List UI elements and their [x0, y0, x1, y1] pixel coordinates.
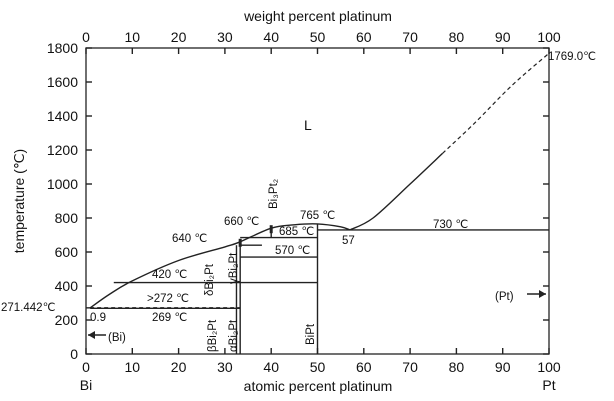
- y-tick-label: 1400: [47, 108, 78, 124]
- x-tick-label: 60: [356, 359, 372, 375]
- label-640: 640 ℃: [172, 233, 207, 245]
- y-tick-label: 400: [55, 278, 79, 294]
- x-tick-label: 40: [263, 359, 279, 375]
- phase-arrows: [88, 290, 546, 339]
- tick-marks: [85, 47, 550, 355]
- x-tick-label: 80: [449, 359, 465, 375]
- liquid-region-label: L: [304, 117, 312, 133]
- x-tick-labels: 0 10 20 30 40 50 60 70 80 90 100: [82, 359, 561, 375]
- pt-melting-label: 1769.0℃: [548, 51, 596, 63]
- bi-melting-label: 271.442℃: [1, 302, 56, 314]
- top-tick-label: 10: [125, 29, 141, 45]
- alpha-bi2pt-label: αBi₂Pt: [228, 319, 240, 352]
- pt-phase-label: (Pt): [495, 291, 514, 303]
- bipt-label: BiPt: [305, 323, 317, 345]
- gamma-bi2pt-label: γBi₂Pt: [228, 252, 240, 284]
- bi-phase-label: (Bi): [108, 332, 126, 344]
- top-axis-title: weight percent platinum: [243, 8, 392, 24]
- bi-phase-arrowhead: [88, 331, 95, 339]
- y-tick-label: 800: [55, 210, 79, 226]
- top-tick-label: 20: [171, 29, 187, 45]
- y-tick-label: 200: [55, 312, 79, 328]
- element-bi-label: Bi: [80, 377, 92, 393]
- bi3pt2-label: Bi₃Pt₂: [268, 179, 280, 209]
- x-tick-label: 90: [495, 359, 511, 375]
- y-tick-labels: 0 200 400 600 800 1000 1200 1400 1600 1800: [47, 40, 78, 362]
- y-tick-label: 600: [55, 244, 79, 260]
- label-420: 420 ℃: [152, 269, 187, 281]
- label-0-9: 0.9: [90, 312, 106, 324]
- x-tick-label: 100: [537, 359, 561, 375]
- top-tick-label: 80: [449, 29, 465, 45]
- element-pt-label: Pt: [542, 377, 555, 393]
- delta-bi2pt-label: δBi₂Pt: [204, 263, 216, 296]
- y-tick-label: 1800: [47, 40, 78, 56]
- label-730: 730 ℃: [433, 219, 468, 231]
- label-685: 685 ℃: [279, 226, 314, 238]
- y-axis-title: temperature (℃): [11, 149, 27, 253]
- pt-phase-arrowhead: [539, 290, 546, 298]
- liquidus-right-curve: [349, 152, 443, 231]
- x-tick-label: 0: [82, 359, 90, 375]
- top-tick-label: 40: [263, 29, 279, 45]
- beta-bi2pt-label: βBi₂Pt: [207, 319, 219, 352]
- label-57: 57: [342, 235, 355, 247]
- y-tick-label: 1200: [47, 142, 78, 158]
- y-tick-label: 0: [70, 346, 78, 362]
- top-tick-label: 60: [356, 29, 372, 45]
- label-765: 765 ℃: [300, 210, 335, 222]
- top-tick-label: 90: [495, 29, 511, 45]
- x-axis-title: atomic percent platinum: [244, 378, 393, 394]
- top-tick-label: 70: [402, 29, 418, 45]
- top-tick-labels: 0 10 20 30 40 50 60 70 80 90 100: [82, 29, 561, 45]
- top-tick-label: 0: [82, 29, 90, 45]
- label-660: 660 ℃: [224, 216, 259, 228]
- liquidus-dashed-curve: [442, 52, 550, 154]
- y-tick-label: 1000: [47, 176, 78, 192]
- x-tick-label: 30: [217, 359, 233, 375]
- label-272: >272 ℃: [147, 293, 189, 305]
- x-tick-label: 10: [125, 359, 141, 375]
- bi2pt-marker: [238, 238, 242, 247]
- top-tick-label: 100: [537, 29, 561, 45]
- phase-lines: [86, 223, 549, 354]
- top-tick-label: 50: [310, 29, 326, 45]
- label-570: 570 ℃: [275, 245, 310, 257]
- x-tick-label: 70: [402, 359, 418, 375]
- x-tick-label: 20: [171, 359, 187, 375]
- top-tick-label: 30: [217, 29, 233, 45]
- y-tick-label: 1600: [47, 74, 78, 90]
- x-tick-label: 50: [310, 359, 326, 375]
- label-269: 269 ℃: [152, 312, 187, 324]
- bi3pt2-marker: [269, 225, 273, 234]
